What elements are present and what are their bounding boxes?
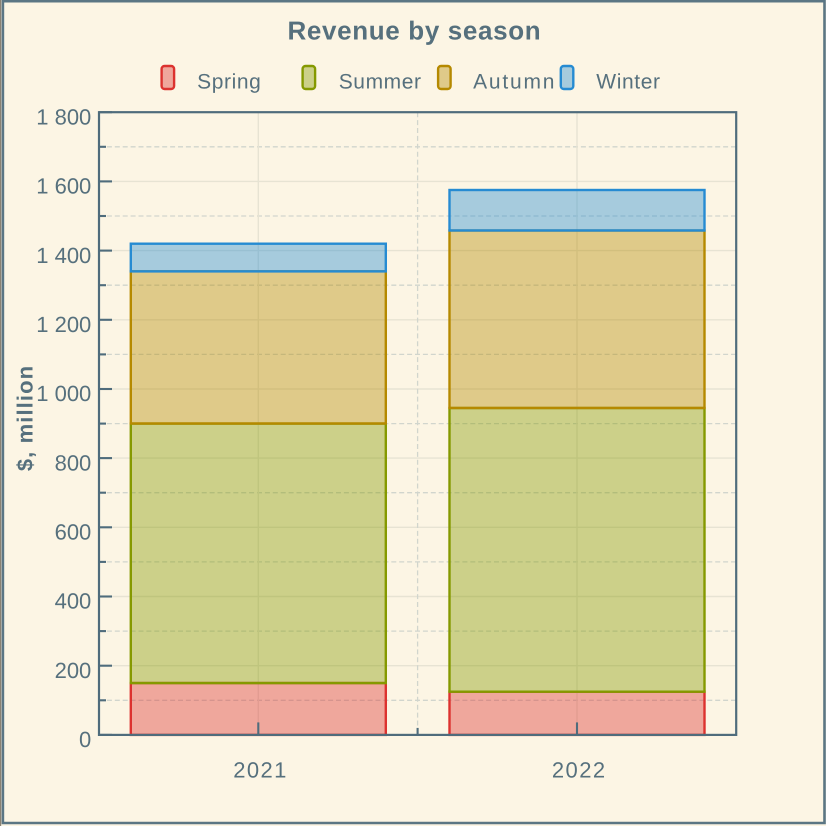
svg-text:400: 400 bbox=[55, 589, 92, 614]
svg-text:1 400: 1 400 bbox=[36, 243, 91, 268]
svg-text:1 200: 1 200 bbox=[36, 312, 91, 337]
svg-text:Spring: Spring bbox=[197, 71, 261, 94]
svg-text:200: 200 bbox=[55, 658, 92, 683]
svg-text:1 000: 1 000 bbox=[36, 381, 91, 406]
svg-text:2022: 2022 bbox=[552, 758, 607, 783]
svg-text:Autumn: Autumn bbox=[473, 71, 556, 94]
svg-text:Revenue by season: Revenue by season bbox=[287, 16, 541, 46]
svg-text:Summer: Summer bbox=[339, 71, 422, 94]
svg-text:Winter: Winter bbox=[596, 71, 660, 94]
svg-text:0: 0 bbox=[79, 727, 91, 752]
svg-text:$, million: $, million bbox=[13, 365, 38, 471]
svg-text:1 800: 1 800 bbox=[36, 104, 91, 129]
svg-text:800: 800 bbox=[55, 450, 92, 475]
svg-text:600: 600 bbox=[55, 520, 92, 545]
svg-text:1 600: 1 600 bbox=[36, 174, 91, 199]
svg-text:2021: 2021 bbox=[233, 758, 288, 783]
